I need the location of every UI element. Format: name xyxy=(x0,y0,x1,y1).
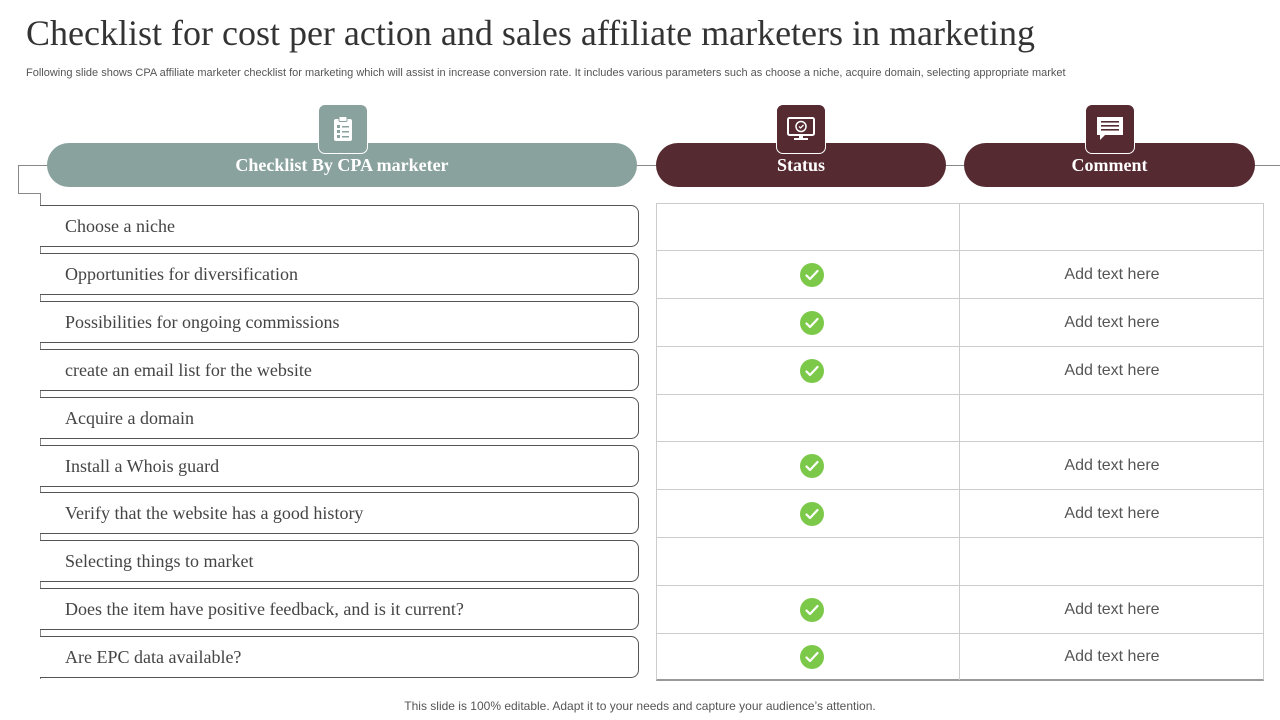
page-subtitle: Following slide shows CPA affiliate mark… xyxy=(26,67,1066,79)
table-row-divider xyxy=(656,298,1264,299)
checklist-item: Choose a niche xyxy=(40,205,639,247)
comment-text[interactable]: Add text here xyxy=(1064,313,1160,331)
clipboard-icon xyxy=(318,104,368,154)
checklist-header-label: Checklist By CPA marketer xyxy=(235,154,449,175)
check-icon xyxy=(800,310,824,335)
check-icon xyxy=(800,262,824,287)
check-icon xyxy=(800,597,824,622)
checklist-item: Acquire a domain xyxy=(40,397,639,439)
checklist-item-label: Possibilities for ongoing commissions xyxy=(65,311,340,332)
checklist-item-label: Acquire a domain xyxy=(65,407,194,428)
checklist-item-label: Does the item have positive feedback, an… xyxy=(65,598,464,619)
slide-footer: This slide is 100% editable. Adapt it to… xyxy=(404,699,876,713)
checklist-item: Possibilities for ongoing commissions xyxy=(40,301,639,343)
checklist-item: Selecting things to market xyxy=(40,540,639,582)
comment-text[interactable]: Add text here xyxy=(1064,600,1160,618)
monitor-icon xyxy=(776,104,826,154)
checklist-item: Install a Whois guard xyxy=(40,445,639,487)
left-bracket-horizontal xyxy=(18,193,40,194)
checklist-item: Are EPC data available? xyxy=(40,636,639,678)
check-icon xyxy=(800,645,824,669)
table-row-divider xyxy=(656,394,1264,395)
comment-text[interactable]: Add text here xyxy=(1064,648,1160,665)
check-icon xyxy=(800,501,824,526)
comment-text[interactable]: Add text here xyxy=(1064,456,1160,474)
status-header-label: Status xyxy=(776,154,825,175)
checklist-item-label: Choose a niche xyxy=(65,215,175,236)
table-row-divider xyxy=(656,346,1264,347)
checklist-item-label: Opportunities for diversification xyxy=(65,263,298,284)
header-connector-line xyxy=(18,165,1280,166)
checklist-item-label: create an email list for the website xyxy=(65,359,312,380)
checklist-item-label: Selecting things to market xyxy=(65,550,254,571)
checklist-item-label: Install a Whois guard xyxy=(65,455,220,476)
table-row-divider xyxy=(656,585,1264,586)
comment-text[interactable]: Add text here xyxy=(1064,361,1160,379)
checklist-item: Does the item have positive feedback, an… xyxy=(40,588,639,630)
left-bracket-vertical xyxy=(18,165,19,193)
checklist-item: create an email list for the website xyxy=(40,349,639,391)
table-row-divider xyxy=(656,537,1264,538)
page-title: Checklist for cost per action and sales … xyxy=(26,13,1035,53)
table-row-divider xyxy=(656,250,1264,251)
table-row-divider xyxy=(656,441,1264,442)
speech-bubble-icon xyxy=(1085,104,1135,154)
check-icon xyxy=(800,453,824,478)
comment-header-label: Comment xyxy=(1071,154,1148,175)
checklist-item: Opportunities for diversification xyxy=(40,253,639,295)
status-comment-table xyxy=(656,203,1264,681)
comment-text[interactable]: Add text here xyxy=(1064,504,1160,522)
comment-text[interactable]: Add text here xyxy=(1064,265,1160,283)
table-row-divider xyxy=(656,489,1264,490)
check-icon xyxy=(800,358,824,383)
table-row-divider xyxy=(656,633,1264,634)
checklist-item: Verify that the website has a good histo… xyxy=(40,492,639,534)
checklist-item-label: Verify that the website has a good histo… xyxy=(65,502,364,523)
checklist-item-label: Are EPC data available? xyxy=(65,646,242,667)
